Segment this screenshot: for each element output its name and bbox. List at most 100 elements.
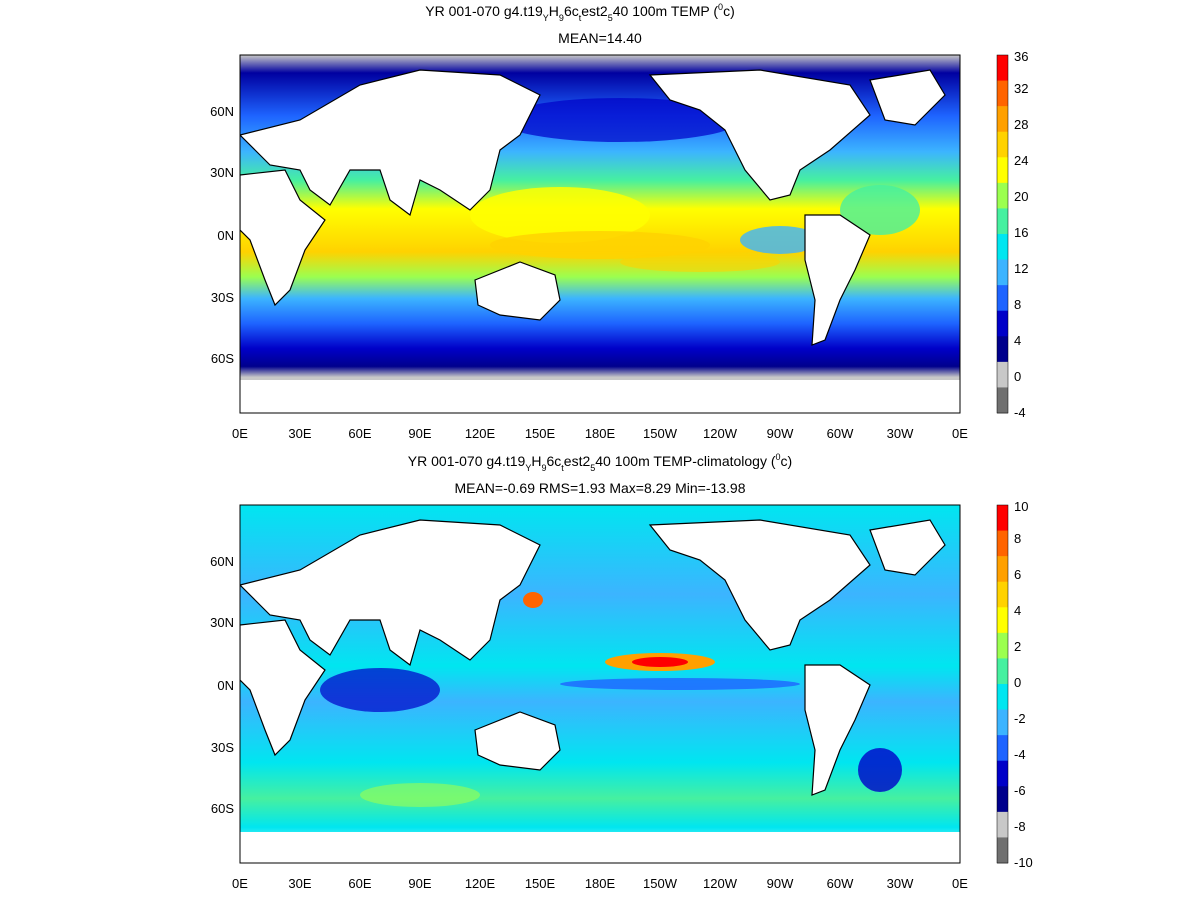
colorbar-swatch <box>997 55 1008 82</box>
greenland <box>869 69 946 126</box>
lon-label: 120W <box>703 876 738 891</box>
top-lon-axis: 0E 30E 60E 90E 120E 150E 180E 150W 120W … <box>232 426 968 441</box>
north-america <box>648 519 871 651</box>
top-map <box>240 55 960 413</box>
top-colorbar-labels: -4 0 4 8 12 16 20 24 28 32 36 <box>1014 49 1028 420</box>
colorbar-label: 36 <box>1014 49 1028 64</box>
colorbar-swatch <box>997 556 1008 583</box>
lon-label: 150E <box>525 876 556 891</box>
lon-label: 60W <box>827 876 854 891</box>
lat-label: 60N <box>210 104 234 119</box>
top-colorbar-frame <box>996 54 1009 414</box>
lat-label: 60N <box>210 554 234 569</box>
lon-label: 180E <box>585 876 616 891</box>
kuroshio-anomaly <box>523 592 543 608</box>
colorbar-swatch <box>997 811 1008 838</box>
north-america <box>648 69 871 201</box>
top-map-frame <box>239 54 961 414</box>
southern-ocean-warm <box>360 783 480 807</box>
colorbar-label: -10 <box>1014 855 1033 870</box>
lon-label: 90E <box>408 876 431 891</box>
lon-label: 150W <box>643 876 678 891</box>
lon-label: 150E <box>525 426 556 441</box>
lat-label: 30S <box>211 290 234 305</box>
antarctica <box>240 832 960 863</box>
lon-label: 120W <box>703 426 738 441</box>
colorbar-label: -2 <box>1014 711 1026 726</box>
colorbar-label: 10 <box>1014 499 1028 514</box>
lat-label: 0N <box>217 228 234 243</box>
lon-label: 150W <box>643 426 678 441</box>
cold-tongue <box>740 226 820 254</box>
top-colorbar <box>996 54 1009 414</box>
bottom-lat-axis: 60N 30N 0N 30S 60S <box>210 554 234 816</box>
colorbar-swatch <box>997 607 1008 634</box>
colorbar-swatch <box>997 106 1008 133</box>
panel-bottom-stats: MEAN=-0.69 RMS=1.93 Max=8.29 Min=-13.98 <box>454 480 745 496</box>
lon-label: 90W <box>767 426 794 441</box>
lat-label: 60S <box>211 351 234 366</box>
colorbar-label: 6 <box>1014 567 1021 582</box>
bottom-lon-axis: 0E 30E 60E 90E 120E 150E 180E 150W 120W … <box>232 876 968 891</box>
colorbar-swatch <box>997 387 1008 414</box>
colorbar-swatch <box>997 131 1008 158</box>
colorbar-swatch <box>997 234 1008 261</box>
colorbar-label: -4 <box>1014 747 1026 762</box>
australia <box>474 711 561 771</box>
lon-label: 60E <box>348 876 371 891</box>
colorbar-label: -4 <box>1014 405 1026 420</box>
colorbar-swatch <box>997 632 1008 659</box>
equatorial-cold-band <box>560 678 800 690</box>
colorbar-label: 4 <box>1014 603 1021 618</box>
lon-label: 60E <box>348 426 371 441</box>
lon-label: 30E <box>288 876 311 891</box>
colorbar-label: 12 <box>1014 261 1028 276</box>
colorbar-swatch <box>997 259 1008 286</box>
panel-top-title: YR 001-070 g4.t19YH96ctest2540 100m TEMP… <box>425 2 734 23</box>
eurasia <box>240 519 541 667</box>
south-america <box>804 214 871 346</box>
lon-label: 180E <box>585 426 616 441</box>
lon-label: 0E <box>952 426 968 441</box>
north-pacific-cold <box>500 98 740 142</box>
colorbar-label: 32 <box>1014 81 1028 96</box>
warm-band <box>490 231 710 259</box>
eurasia <box>240 69 541 217</box>
lat-label: 60S <box>211 801 234 816</box>
greenland <box>869 519 946 576</box>
colorbar-swatch <box>997 361 1008 388</box>
warm-anomaly-core <box>632 657 688 667</box>
panel-bottom-title: YR 001-070 g4.t19YH96ctest2540 100m TEMP… <box>408 452 792 473</box>
colorbar-label: -8 <box>1014 819 1026 834</box>
bottom-map <box>240 505 960 863</box>
colorbar-swatch <box>997 837 1008 864</box>
colorbar-swatch <box>997 658 1008 685</box>
colorbar-swatch <box>997 505 1008 532</box>
bottom-colorbar <box>996 504 1009 864</box>
lat-label: 30N <box>210 165 234 180</box>
colorbar-label: 4 <box>1014 333 1021 348</box>
colorbar-label: -6 <box>1014 783 1026 798</box>
lon-label: 0E <box>952 876 968 891</box>
colorbar-swatch <box>997 760 1008 787</box>
warm-band-east <box>620 252 780 272</box>
colorbar-swatch <box>997 735 1008 762</box>
panel-bottom: YR 001-070 g4.t19YH96ctest2540 100m TEMP… <box>210 452 1033 891</box>
australia <box>474 261 561 321</box>
south-atlantic-cold <box>858 748 902 792</box>
colorbar-swatch <box>997 182 1008 209</box>
land-bottom <box>240 519 960 863</box>
lon-label: 30E <box>288 426 311 441</box>
indian-ocean-cold <box>320 668 440 712</box>
bottom-colorbar-labels: -10 -8 -6 -4 -2 0 2 4 6 8 10 <box>1014 499 1033 870</box>
south-america <box>804 664 871 796</box>
colorbar-swatch <box>997 310 1008 337</box>
colorbar-swatch <box>997 581 1008 608</box>
colorbar-swatch <box>997 80 1008 107</box>
colorbar-swatch <box>997 336 1008 363</box>
lat-label: 30N <box>210 615 234 630</box>
colorbar-swatch <box>997 157 1008 184</box>
colorbar-swatch <box>997 786 1008 813</box>
panel-top-stats: MEAN=14.40 <box>558 30 642 46</box>
